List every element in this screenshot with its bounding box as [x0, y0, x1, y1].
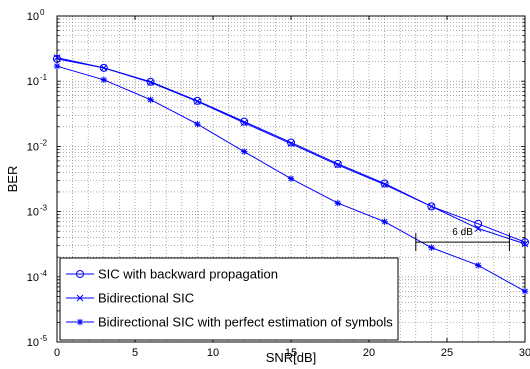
x-tick-label: 20 [363, 347, 375, 359]
series-2-point [381, 181, 388, 188]
series-1-point [193, 96, 202, 105]
y-tick-label: 10 [27, 76, 39, 88]
y-tick-label: 10 [27, 207, 39, 219]
annotation-label: 6 dB [452, 227, 473, 238]
series-3-point [194, 120, 201, 128]
series-1-point [427, 202, 436, 211]
x-axis-title: SNR[dB] [266, 350, 317, 365]
legend-item-3: Bidirectional SIC with perfect estimatio… [66, 315, 393, 330]
x-tick-labels: 0 5 10 15 20 25 30 [54, 347, 530, 359]
x-tick-label: 30 [519, 347, 530, 359]
legend-label: Bidirectional SIC with perfect estimatio… [98, 315, 393, 330]
series-1-point [474, 219, 483, 228]
y-tick-label: 10 [27, 11, 39, 23]
axis-ticks [56, 15, 526, 343]
series-2-point [147, 79, 154, 86]
series-2-point [240, 119, 248, 127]
series-2-point [194, 98, 201, 105]
series-2-point [474, 225, 482, 232]
y-tick-label: 10 [27, 272, 39, 284]
x-tick-label: 15 [285, 347, 297, 359]
legend-marker [76, 318, 84, 326]
legend-item-1: SIC with backward propagation [66, 267, 278, 282]
legend-label: Bidirectional SIC [98, 291, 194, 306]
series-3 [53, 62, 529, 295]
y-axis-title: BER [5, 166, 20, 193]
y-tick-label: 10 [27, 337, 39, 349]
series-3-point [381, 218, 388, 225]
series-3-point [521, 288, 529, 295]
y-tick-label-exponent: -2 [40, 138, 48, 147]
legend-item-2: Bidirectional SIC [66, 291, 194, 306]
series-1-point [99, 63, 108, 72]
series-3-point [241, 148, 248, 155]
series-3-point [475, 262, 482, 269]
legend: SIC with backward propagation Bidirection… [59, 257, 399, 341]
y-tick-label: 10 [27, 141, 39, 153]
x-tick-label: 10 [207, 347, 219, 359]
x-tick-label: 5 [132, 347, 138, 359]
y-tick-label-exponent: 0 [40, 8, 45, 17]
x-tick-label: 0 [54, 347, 60, 359]
legend-box [59, 257, 399, 341]
y-tick-label-exponent: -5 [40, 334, 48, 343]
legend-label: SIC with backward propagation [98, 267, 278, 282]
y-tick-label-exponent: -1 [40, 73, 48, 82]
series-layer [53, 54, 529, 295]
series-3-point [334, 199, 341, 207]
y-tick-label-exponent: -4 [40, 269, 48, 278]
series-2-point [100, 64, 108, 72]
series-3-point [428, 244, 435, 251]
series-2-point [521, 240, 529, 248]
legend-marker [76, 270, 84, 278]
series-3-point [53, 62, 61, 70]
annotation-6db: 6 dB [415, 227, 510, 252]
series-1-point [521, 238, 529, 247]
series-2-point [53, 54, 61, 61]
series-3-point [147, 96, 154, 103]
legend-marker [76, 294, 84, 302]
series-2 [53, 54, 529, 248]
series-2-point [428, 203, 435, 210]
y-tick-label-exponent: -3 [40, 204, 48, 213]
series-3-point [287, 175, 295, 182]
series-2-point [334, 161, 342, 169]
series-2-point [287, 140, 295, 148]
x-tick-label: 25 [441, 347, 453, 359]
series-3-point [100, 76, 107, 84]
